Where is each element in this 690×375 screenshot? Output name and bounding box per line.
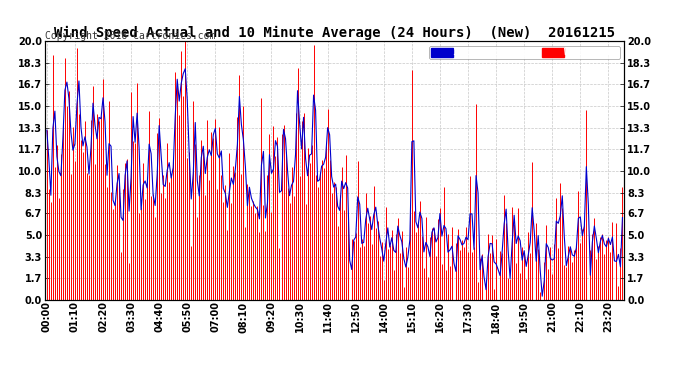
Title: Wind Speed Actual and 10 Minute Average (24 Hours)  (New)  20161215: Wind Speed Actual and 10 Minute Average … xyxy=(54,26,615,40)
Text: Copyright 2016 Cartronics.com: Copyright 2016 Cartronics.com xyxy=(45,32,215,41)
Legend: 10 Min Avg (mph), Wind (mph): 10 Min Avg (mph), Wind (mph) xyxy=(428,46,620,59)
